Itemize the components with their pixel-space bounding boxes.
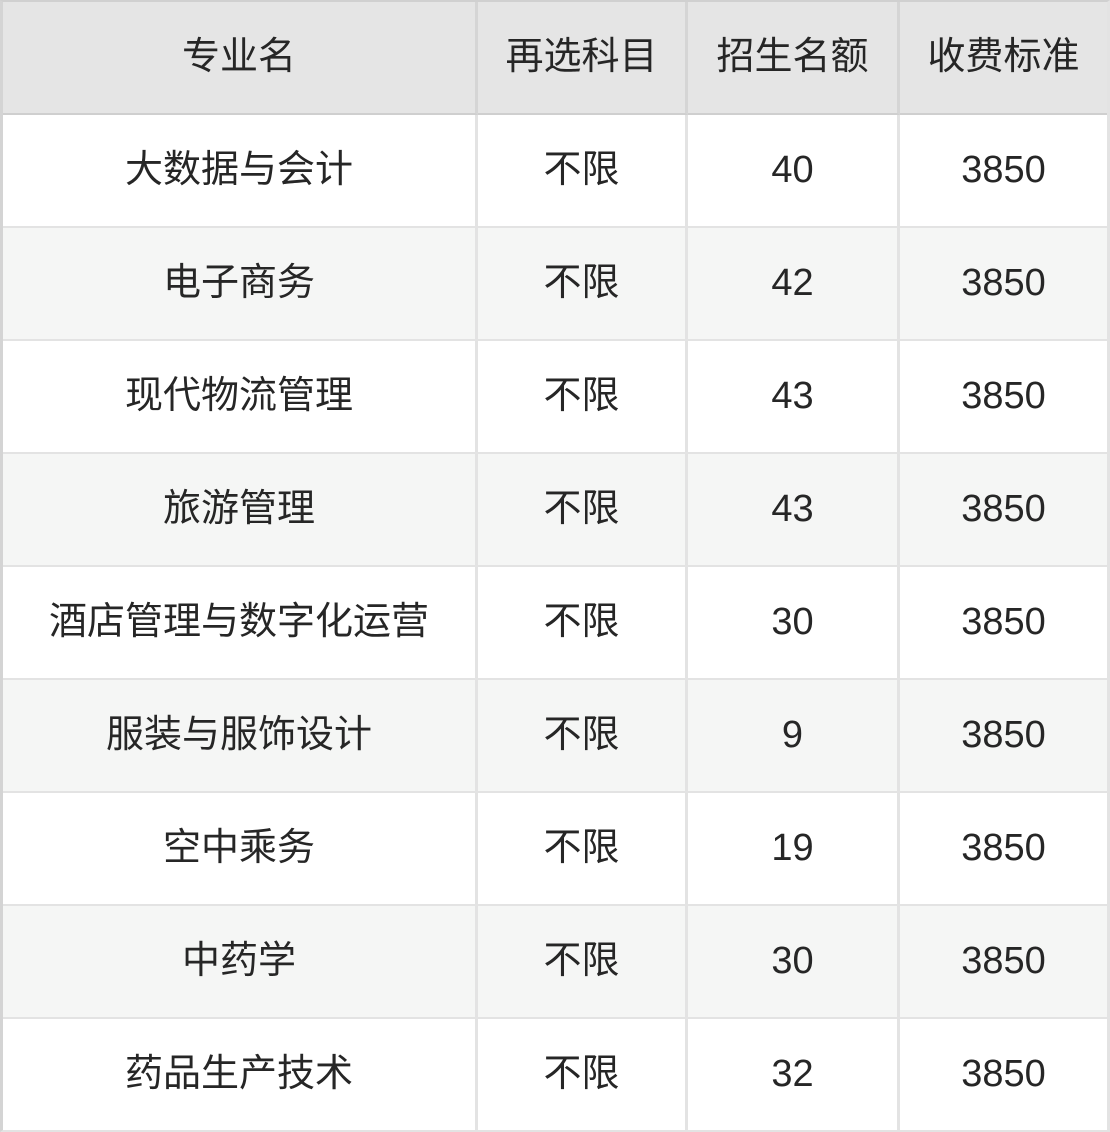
table-row: 大数据与会计 不限 40 3850 xyxy=(3,115,1107,228)
cell-quota: 9 xyxy=(688,680,900,793)
cell-quota: 42 xyxy=(688,228,900,341)
cell-fee: 3850 xyxy=(900,906,1107,1019)
cell-fee: 3850 xyxy=(900,1019,1107,1130)
cell-quota: 43 xyxy=(688,454,900,567)
cell-fee: 3850 xyxy=(900,341,1107,454)
cell-subject: 不限 xyxy=(478,115,688,228)
table-row: 现代物流管理 不限 43 3850 xyxy=(3,341,1107,454)
cell-major: 电子商务 xyxy=(3,228,478,341)
cell-major: 药品生产技术 xyxy=(3,1019,478,1130)
table-row: 旅游管理 不限 43 3850 xyxy=(3,454,1107,567)
cell-fee: 3850 xyxy=(900,228,1107,341)
cell-major: 空中乘务 xyxy=(3,793,478,906)
column-header-subject: 再选科目 xyxy=(478,2,688,115)
cell-fee: 3850 xyxy=(900,793,1107,906)
cell-subject: 不限 xyxy=(478,228,688,341)
cell-major: 服装与服饰设计 xyxy=(3,680,478,793)
cell-major: 酒店管理与数字化运营 xyxy=(3,567,478,680)
table-row: 酒店管理与数字化运营 不限 30 3850 xyxy=(3,567,1107,680)
cell-major: 现代物流管理 xyxy=(3,341,478,454)
table-body: 大数据与会计 不限 40 3850 电子商务 不限 42 3850 现代物流管理 不限 43 3850… xyxy=(3,115,1107,1130)
cell-fee: 3850 xyxy=(900,454,1107,567)
cell-fee: 3850 xyxy=(900,680,1107,793)
cell-major: 旅游管理 xyxy=(3,454,478,567)
cell-quota: 30 xyxy=(688,906,900,1019)
cell-major: 大数据与会计 xyxy=(3,115,478,228)
cell-quota: 19 xyxy=(688,793,900,906)
column-header-fee: 收费标准 xyxy=(900,2,1107,115)
cell-quota: 43 xyxy=(688,341,900,454)
table-row: 中药学 不限 30 3850 xyxy=(3,906,1107,1019)
cell-subject: 不限 xyxy=(478,906,688,1019)
table-row: 电子商务 不限 42 3850 xyxy=(3,228,1107,341)
table-row: 空中乘务 不限 19 3850 xyxy=(3,793,1107,906)
cell-major: 中药学 xyxy=(3,906,478,1019)
table-row: 服装与服饰设计 不限 9 3850 xyxy=(3,680,1107,793)
header-row: 专业名 再选科目 招生名额 收费标准 xyxy=(3,2,1107,115)
cell-subject: 不限 xyxy=(478,1019,688,1130)
cell-fee: 3850 xyxy=(900,115,1107,228)
cell-subject: 不限 xyxy=(478,567,688,680)
column-header-major: 专业名 xyxy=(3,2,478,115)
cell-fee: 3850 xyxy=(900,567,1107,680)
cell-subject: 不限 xyxy=(478,341,688,454)
cell-subject: 不限 xyxy=(478,680,688,793)
table-row: 药品生产技术 不限 32 3850 xyxy=(3,1019,1107,1130)
cell-quota: 30 xyxy=(688,567,900,680)
column-header-quota: 招生名额 xyxy=(688,2,900,115)
cell-quota: 40 xyxy=(688,115,900,228)
cell-quota: 32 xyxy=(688,1019,900,1130)
cell-subject: 不限 xyxy=(478,793,688,906)
cell-subject: 不限 xyxy=(478,454,688,567)
